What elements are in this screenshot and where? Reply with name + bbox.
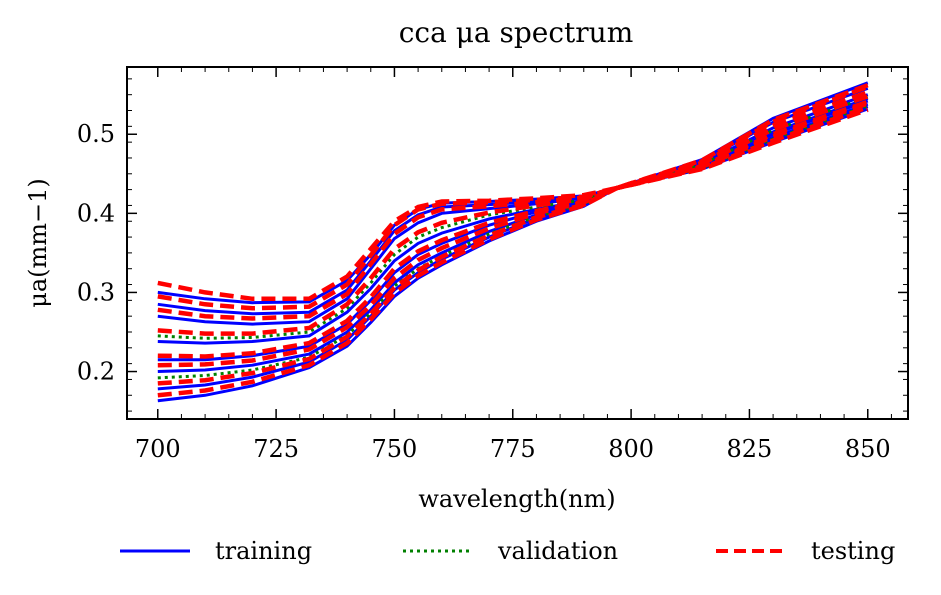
x-tick-label: 775 xyxy=(490,435,536,463)
series-line-training-0 xyxy=(157,81,869,305)
y-tick-label: 0.3 xyxy=(77,278,115,306)
series-line-testing-13 xyxy=(157,94,869,336)
axis-ticks: 700 725 750 775 800 825 850 0.2 0.3 0.4 0.5 xyxy=(77,67,908,463)
x-axis-label: wavelength(nm) xyxy=(418,485,615,513)
legend-label-testing: testing xyxy=(811,537,895,565)
y-tick-label: 0.4 xyxy=(77,199,115,227)
series-line-testing-10 xyxy=(157,83,869,302)
x-tick-label: 800 xyxy=(608,435,654,463)
y-tick-label: 0.5 xyxy=(77,120,115,148)
series-line-testing-12 xyxy=(157,90,869,321)
y-axis-label: μa(mm−1) xyxy=(24,178,52,308)
legend: training validation testing xyxy=(120,537,895,565)
series-line-testing-14 xyxy=(157,99,869,359)
series-line-testing-11 xyxy=(157,84,869,311)
plot-area xyxy=(157,81,869,403)
x-tick-label: 725 xyxy=(253,435,299,463)
x-tick-label: 750 xyxy=(372,435,418,463)
plot-frame xyxy=(126,66,909,420)
legend-label-training: training xyxy=(215,537,312,565)
x-tick-label: 700 xyxy=(135,435,181,463)
series-line-validation-8 xyxy=(157,95,869,340)
chart-title: cca μa spectrum xyxy=(399,16,634,49)
legend-label-validation: validation xyxy=(497,537,618,565)
x-tick-label: 825 xyxy=(727,435,773,463)
series-line-testing-15 xyxy=(157,101,869,368)
y-tick-label: 0.2 xyxy=(77,358,115,386)
series-line-testing-17 xyxy=(157,107,869,398)
x-tick-label: 850 xyxy=(845,435,891,463)
